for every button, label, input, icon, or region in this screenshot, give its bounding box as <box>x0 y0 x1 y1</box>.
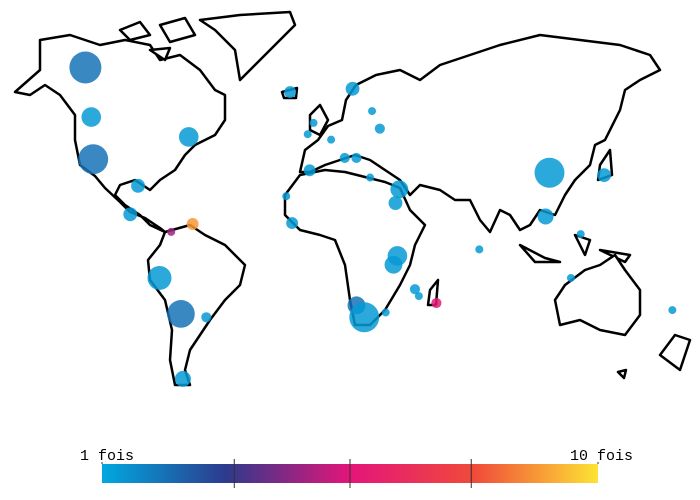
point <box>390 180 409 199</box>
point <box>566 273 575 282</box>
point <box>374 123 385 134</box>
colorbar: 1 fois 10 fois <box>80 448 633 488</box>
point <box>303 164 316 177</box>
point <box>167 300 195 328</box>
point <box>349 302 380 333</box>
continents <box>13 10 692 387</box>
australia <box>553 253 642 337</box>
point <box>345 81 360 96</box>
point <box>303 130 312 139</box>
point <box>597 168 612 183</box>
point <box>414 292 423 301</box>
point <box>431 297 442 309</box>
greenland <box>198 10 297 82</box>
point <box>174 370 191 387</box>
south-america <box>146 223 247 387</box>
point <box>327 135 336 144</box>
point <box>78 144 109 175</box>
point <box>351 152 362 163</box>
points <box>69 51 677 387</box>
africa <box>283 168 427 327</box>
point <box>475 245 484 254</box>
point <box>668 306 677 315</box>
arctic-islands <box>118 16 197 62</box>
point <box>286 217 299 230</box>
point <box>69 51 102 84</box>
point <box>339 152 350 163</box>
point <box>381 308 390 317</box>
point <box>534 157 565 188</box>
point <box>131 178 145 193</box>
point <box>178 127 199 147</box>
point <box>388 196 403 210</box>
point <box>167 227 176 236</box>
point <box>201 312 212 323</box>
point <box>123 207 138 222</box>
colorbar-label: 10 fois <box>570 448 633 465</box>
point <box>366 173 375 182</box>
point <box>368 107 377 116</box>
point <box>537 208 554 225</box>
point <box>409 284 421 295</box>
point <box>576 230 585 239</box>
colorbar-label: 1 fois <box>80 448 134 465</box>
point <box>147 265 172 290</box>
point <box>284 86 297 99</box>
point <box>186 218 199 230</box>
point <box>81 107 102 127</box>
point <box>384 255 403 274</box>
point <box>309 118 318 127</box>
point <box>282 192 291 201</box>
